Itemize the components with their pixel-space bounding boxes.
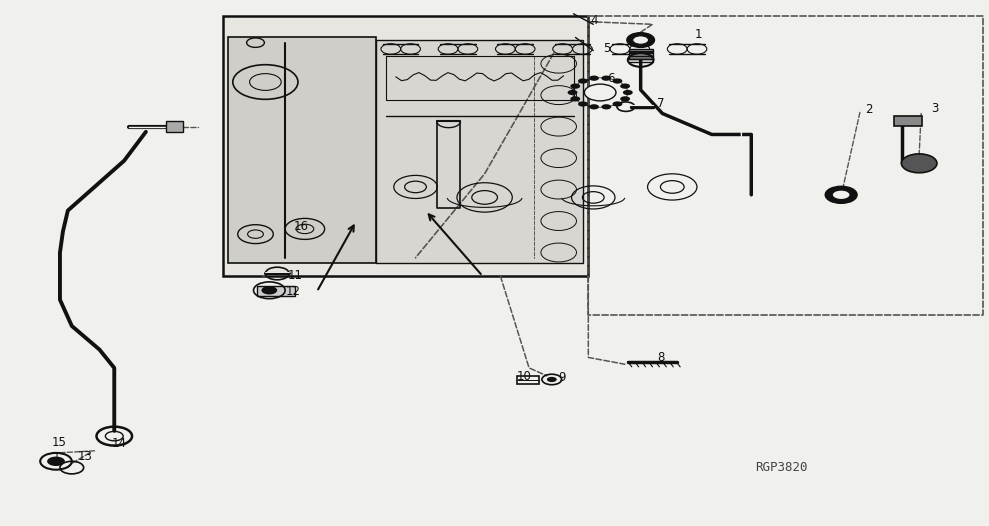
Circle shape: [633, 36, 649, 44]
Circle shape: [571, 84, 581, 89]
Circle shape: [901, 154, 937, 173]
Text: 4: 4: [590, 14, 597, 27]
Bar: [894, 116, 922, 126]
Text: 11: 11: [288, 269, 303, 281]
Bar: [257, 286, 295, 296]
Text: 9: 9: [559, 371, 566, 384]
Text: 12: 12: [286, 285, 301, 298]
Circle shape: [589, 76, 599, 81]
Circle shape: [620, 96, 630, 102]
Text: RGP3820: RGP3820: [755, 461, 807, 474]
Circle shape: [601, 104, 611, 109]
Text: 3: 3: [931, 102, 939, 115]
Circle shape: [47, 457, 65, 466]
Text: 1: 1: [695, 28, 702, 42]
Bar: [165, 122, 183, 132]
Text: 15: 15: [52, 437, 67, 449]
Bar: [223, 16, 588, 276]
Text: 10: 10: [516, 370, 531, 383]
Text: 6: 6: [607, 72, 614, 85]
Text: 8: 8: [658, 351, 665, 364]
Text: 16: 16: [294, 220, 309, 233]
Circle shape: [547, 377, 557, 382]
Bar: [227, 37, 376, 263]
Text: 7: 7: [658, 97, 665, 110]
Circle shape: [568, 90, 578, 95]
Text: 14: 14: [112, 438, 127, 450]
Circle shape: [571, 96, 581, 102]
Bar: [517, 376, 539, 383]
Circle shape: [578, 102, 587, 107]
Circle shape: [826, 186, 856, 203]
Circle shape: [578, 78, 587, 84]
Text: 5: 5: [603, 43, 610, 55]
Circle shape: [620, 84, 630, 89]
Circle shape: [612, 102, 622, 107]
Text: 13: 13: [78, 450, 93, 462]
Circle shape: [833, 190, 850, 199]
Circle shape: [584, 84, 616, 101]
Circle shape: [261, 286, 277, 295]
Circle shape: [623, 90, 633, 95]
Circle shape: [589, 104, 599, 109]
Circle shape: [601, 76, 611, 81]
Bar: [629, 49, 653, 59]
Text: 2: 2: [864, 103, 872, 116]
Bar: [376, 40, 584, 263]
Circle shape: [627, 33, 655, 47]
Circle shape: [612, 78, 622, 84]
